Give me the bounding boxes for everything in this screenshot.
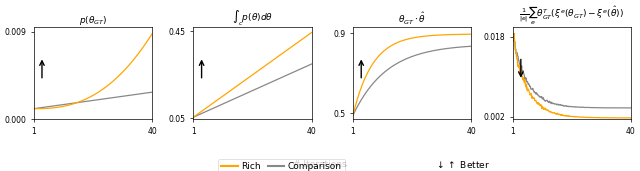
Legend: Rich, Comparison: Rich, Comparison [218, 159, 346, 171]
Title: $\theta_{GT} \cdot \hat{\theta}$: $\theta_{GT} \cdot \hat{\theta}$ [398, 11, 426, 27]
Title: $\frac{1}{|e|}\sum_e \theta_{GT}^T(\xi^e(\theta_{GT})-\xi^e(\hat{\theta}))$: $\frac{1}{|e|}\sum_e \theta_{GT}^T(\xi^e… [519, 4, 624, 27]
Text: # Iterations: # Iterations [293, 160, 347, 169]
Text: $\downarrow\uparrow$ Better: $\downarrow\uparrow$ Better [435, 159, 490, 170]
Title: $p(\theta_{GT})$: $p(\theta_{GT})$ [79, 14, 107, 27]
Title: $\int_c p(\theta)d\theta$: $\int_c p(\theta)d\theta$ [232, 8, 273, 27]
